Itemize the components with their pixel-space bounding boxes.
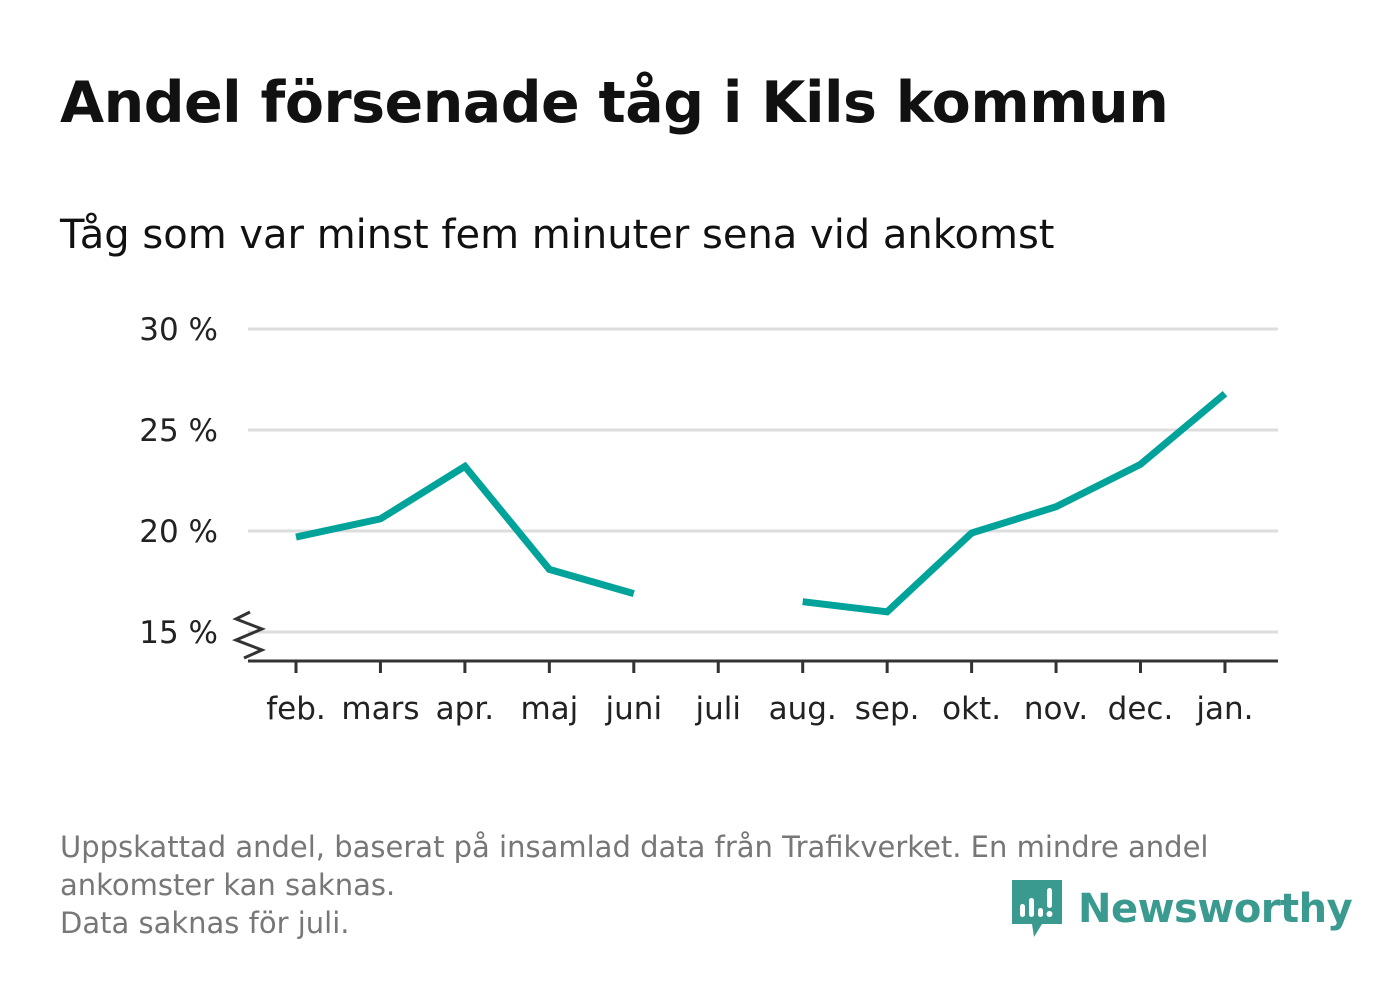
y-tick-label: 20 %: [139, 514, 218, 550]
y-tick-label: 25 %: [139, 413, 218, 449]
x-tick-label: jan.: [1195, 691, 1253, 727]
chart-title: Andel försenade tåg i Kils kommun: [60, 70, 1169, 136]
newsworthy-chat-chart-icon: [1012, 880, 1062, 937]
footnote-line-3: Data saknas för juli.: [60, 906, 350, 940]
x-tick-label: dec.: [1108, 691, 1174, 727]
footnote-line-2: ankomster kan saknas.: [60, 868, 396, 902]
x-tick-label: apr.: [436, 691, 494, 727]
series-line: [802, 390, 1228, 616]
axis-break-icon: [231, 610, 267, 660]
x-tick-label: nov.: [1024, 691, 1088, 727]
y-tick-label: 30 %: [139, 312, 218, 348]
x-tick-label: aug.: [769, 691, 837, 727]
series-line: [295, 461, 635, 597]
x-tick-label: juli: [695, 691, 742, 727]
x-tick-label: feb.: [266, 691, 326, 727]
footnote-line-1: Uppskattad andel, baserat på insamlad da…: [60, 830, 1209, 864]
newsworthy-logo-text: Newsworthy: [1078, 886, 1353, 932]
newsworthy-logo: Newsworthy: [1012, 880, 1353, 938]
chart-subtitle: Tåg som var minst fem minuter sena vid a…: [60, 212, 1055, 258]
footnote: Uppskattad andel, baserat på insamlad da…: [60, 828, 1320, 942]
x-tick-label: mars: [341, 691, 419, 727]
x-tick-label: maj: [520, 691, 578, 727]
x-tick-label: okt.: [942, 691, 1001, 727]
y-tick-label: 15 %: [139, 615, 218, 651]
x-tick-label: sep.: [855, 691, 920, 727]
x-tick-label: juni: [605, 691, 663, 727]
